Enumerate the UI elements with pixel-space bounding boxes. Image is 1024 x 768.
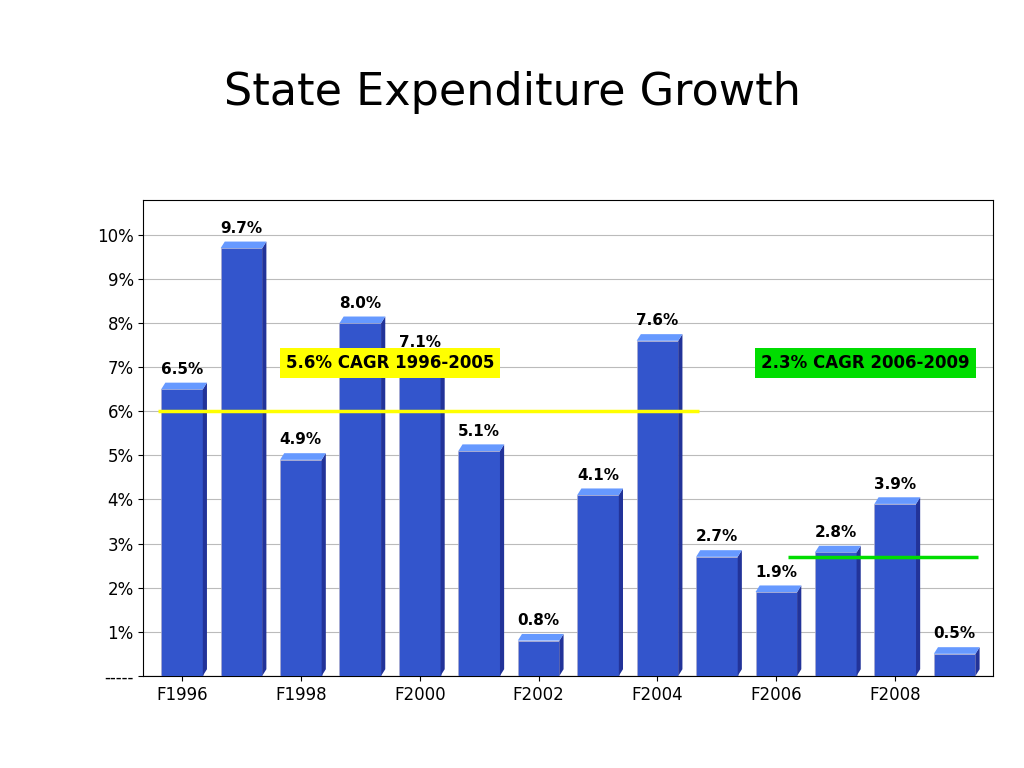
- Bar: [637, 341, 678, 676]
- Polygon shape: [618, 488, 623, 676]
- Text: 0.5%: 0.5%: [934, 627, 976, 641]
- Text: 1.9%: 1.9%: [756, 564, 798, 580]
- Polygon shape: [399, 356, 444, 362]
- Bar: [220, 248, 262, 676]
- Bar: [143, 676, 993, 683]
- Polygon shape: [916, 498, 921, 676]
- Polygon shape: [161, 382, 207, 389]
- Polygon shape: [322, 453, 326, 676]
- Text: 9.7%: 9.7%: [220, 221, 262, 236]
- Text: 3.9%: 3.9%: [874, 477, 916, 492]
- Polygon shape: [262, 242, 266, 676]
- Polygon shape: [203, 382, 207, 676]
- Bar: [696, 557, 737, 676]
- Polygon shape: [678, 334, 682, 676]
- Polygon shape: [696, 550, 741, 557]
- Text: 5.6% CAGR 1996-2005: 5.6% CAGR 1996-2005: [286, 354, 495, 372]
- Text: 7.1%: 7.1%: [398, 336, 440, 350]
- Bar: [578, 495, 618, 676]
- Polygon shape: [280, 453, 326, 460]
- Polygon shape: [381, 316, 385, 676]
- Polygon shape: [559, 634, 563, 676]
- Polygon shape: [459, 445, 504, 451]
- Text: 4.9%: 4.9%: [280, 432, 322, 448]
- Text: 6.5%: 6.5%: [161, 362, 203, 377]
- Polygon shape: [797, 585, 802, 676]
- Polygon shape: [874, 498, 921, 504]
- Polygon shape: [637, 334, 682, 341]
- Text: 8.0%: 8.0%: [339, 296, 381, 311]
- Polygon shape: [340, 316, 385, 323]
- Bar: [280, 460, 322, 676]
- Text: 7.6%: 7.6%: [636, 313, 679, 329]
- Polygon shape: [518, 634, 563, 641]
- Text: 5.1%: 5.1%: [458, 424, 500, 439]
- Text: State Expenditure Growth: State Expenditure Growth: [223, 71, 801, 114]
- Polygon shape: [815, 546, 861, 552]
- Text: 0.8%: 0.8%: [517, 613, 560, 628]
- Bar: [518, 641, 559, 676]
- Polygon shape: [976, 647, 980, 676]
- Bar: [874, 504, 916, 676]
- Bar: [756, 592, 797, 676]
- Bar: [340, 323, 381, 676]
- Bar: [815, 552, 857, 676]
- Polygon shape: [934, 647, 980, 654]
- Text: 2.3% CAGR 2006-2009: 2.3% CAGR 2006-2009: [761, 354, 970, 372]
- Polygon shape: [756, 585, 802, 592]
- Polygon shape: [440, 356, 444, 676]
- Bar: [161, 389, 203, 676]
- Bar: [459, 451, 500, 676]
- Polygon shape: [500, 445, 504, 676]
- Polygon shape: [857, 546, 861, 676]
- Bar: [399, 362, 440, 676]
- Polygon shape: [220, 242, 266, 248]
- Polygon shape: [737, 550, 741, 676]
- Text: 4.1%: 4.1%: [578, 468, 620, 483]
- Text: 2.8%: 2.8%: [815, 525, 857, 540]
- Bar: [934, 654, 976, 676]
- Polygon shape: [578, 488, 623, 495]
- Text: 2.7%: 2.7%: [695, 529, 738, 545]
